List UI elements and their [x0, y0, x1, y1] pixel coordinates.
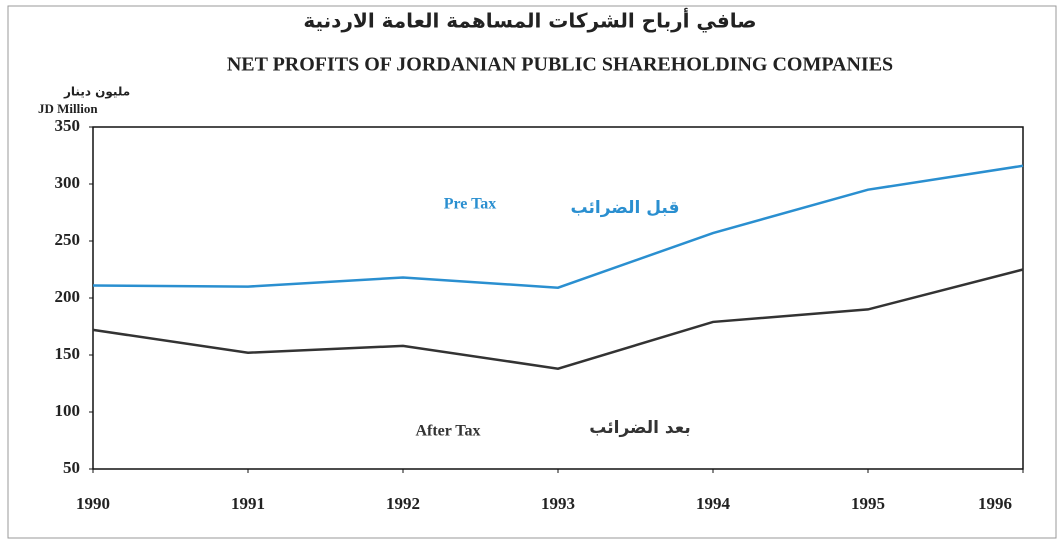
y-tick-label: 350 [55, 116, 81, 135]
series-label: Pre Tax [444, 196, 497, 213]
series-line [92, 268, 1024, 370]
y-tick-label: 50 [63, 458, 80, 477]
plot-area [92, 126, 1024, 470]
y-tick-label: 150 [55, 344, 81, 363]
x-tick-label: 1995 [851, 494, 885, 513]
x-tick-label: 1990 [76, 494, 110, 513]
series-label: After Tax [415, 423, 480, 440]
x-tick-label: 1993 [541, 494, 575, 513]
series-label-ar: قبل الضرائب [571, 198, 680, 218]
y-tick-label: 200 [55, 287, 81, 306]
x-tick-label: 1996 [978, 494, 1012, 513]
chart-title: NET PROFITS OF JORDANIAN PUBLIC SHAREHOL… [227, 54, 893, 76]
y-tick-label: 100 [55, 401, 81, 420]
y-tick-label: 250 [55, 230, 81, 249]
x-tick-label: 1994 [696, 494, 731, 513]
y-tick-label: 300 [55, 173, 81, 192]
x-tick-label: 1992 [386, 494, 420, 513]
y-axis-label: JD Million [38, 101, 98, 116]
series-label-ar: بعد الضرائب [589, 418, 690, 438]
chart-title-ar: صافي أرباح الشركات المساهمة العامة الارد… [303, 7, 756, 34]
series-line [92, 164, 1024, 290]
y-axis-label-ar: مليون دينار [63, 85, 130, 100]
x-tick-label: 1991 [231, 494, 265, 513]
